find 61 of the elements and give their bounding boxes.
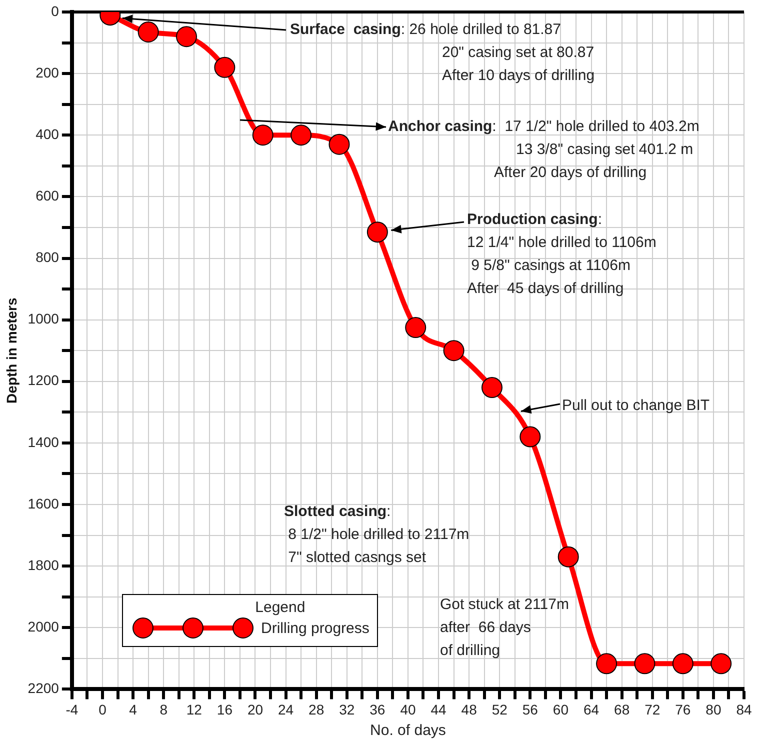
x-tick-label: 16 [216, 701, 233, 718]
x-tick-label: 52 [492, 701, 508, 718]
annotation: Surface casing: 26 hole drilled to 81.87 20" casing set at 80.87 After 10 days of drilling [290, 21, 595, 84]
x-tick-label: 68 [614, 701, 630, 718]
point [520, 426, 541, 448]
x-tick-label: 28 [308, 701, 324, 718]
y-tick-label: 0 [51, 2, 60, 19]
y-tick-label: 400 [36, 126, 60, 142]
x-tick-label: -4 [66, 701, 78, 718]
y-tick-label: 800 [36, 249, 60, 266]
annotation: Production casing: 12 1/4" hole drilled to 1106m 9 5/8" casings at 1106m After 45 days of drilling [467, 211, 656, 298]
point [290, 124, 312, 146]
x-tick-label: 8 [160, 701, 168, 718]
x-tick-label: 32 [339, 701, 355, 718]
legend-title: Legend [254, 599, 306, 616]
x-tick-label: 84 [736, 701, 752, 718]
point [558, 546, 579, 568]
point [405, 317, 426, 338]
point [481, 377, 502, 398]
x-tick-label: 12 [186, 701, 202, 718]
y-tick-label: 1600 [28, 495, 60, 512]
x-tick-label: 64 [583, 701, 600, 718]
point [366, 222, 388, 243]
point [214, 56, 236, 78]
annotation: Pull out to change BIT [562, 397, 710, 414]
point [443, 340, 464, 362]
x-tick-label: 36 [370, 701, 386, 718]
x-tick-label: 40 [400, 701, 416, 718]
annotation: Anchor casing: 17 1/2" hole drilled to 403.2m 13 3/8" casing set 401.2 m After 20 days of drilling [388, 118, 700, 182]
x-tick-label: 76 [675, 701, 691, 718]
point [596, 653, 618, 674]
point [710, 653, 732, 674]
x-tick-label: 20 [247, 701, 264, 718]
annotation: Got stuck at 2117m after 66 days of drilling [440, 596, 569, 660]
x-tick-label: 4 [129, 701, 138, 718]
annotation: Slotted casing: 8 1/2" hole drilled to 2117m 7" slotted casngs set [284, 503, 470, 566]
x-tick-label: 0 [98, 701, 107, 718]
x-tick-label: 44 [430, 701, 447, 718]
x-tick-label: 80 [706, 701, 722, 718]
x-tick-label: 24 [278, 701, 294, 718]
x-tick-label: 72 [644, 701, 660, 718]
y-tick-label: 1000 [28, 310, 60, 327]
legend-label: Drilling progress [261, 620, 370, 636]
y-tick-label: 600 [36, 188, 60, 204]
x-tick-label: 56 [522, 701, 538, 718]
x-axis-title: No. of days [370, 722, 446, 740]
y-tick-label: 2200 [28, 680, 60, 696]
point [176, 26, 197, 48]
y-tick-label: 1200 [28, 372, 60, 388]
point [252, 124, 274, 146]
y-axis-title: Depth in meters [3, 297, 20, 404]
y-tick-label: 200 [36, 64, 60, 80]
x-tick-label: 48 [461, 701, 478, 718]
y-tick-label: 1800 [28, 556, 60, 573]
y-tick-label: 2000 [28, 618, 60, 634]
y-tick-label: 1400 [28, 434, 60, 450]
point [634, 653, 656, 674]
point [672, 653, 694, 674]
x-tick-label: 60 [552, 701, 569, 718]
point [138, 22, 159, 43]
point [328, 134, 350, 155]
